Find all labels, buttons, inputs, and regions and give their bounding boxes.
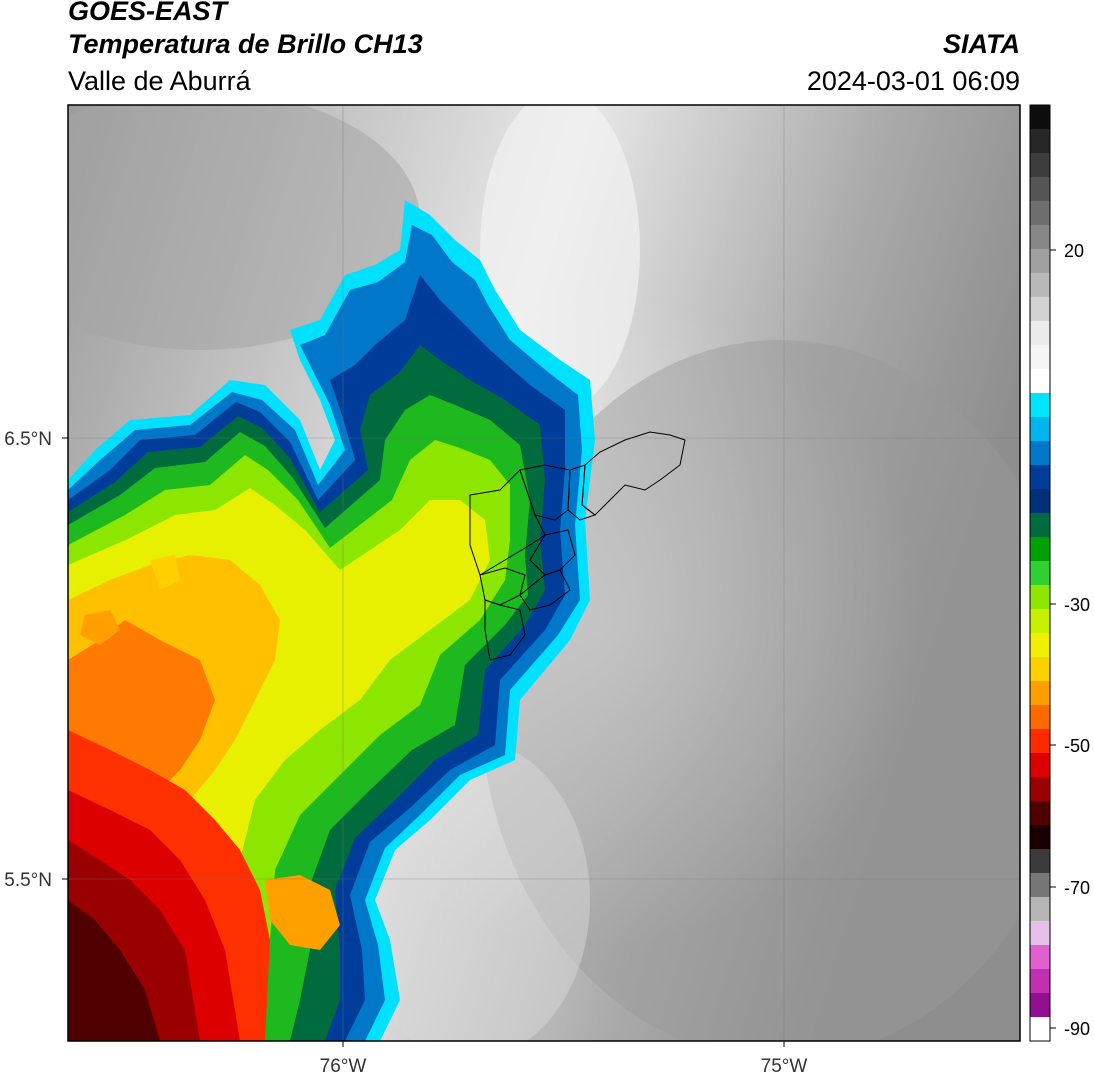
colorbar-tick-m90: -90 [1064,1019,1090,1039]
colorbar-segment [1030,849,1050,874]
colorbar-segment [1030,633,1050,658]
colorbar-tick-m50: -50 [1064,736,1090,756]
satellite-title: GOES-EAST [68,0,228,26]
colorbar-segment [1030,129,1050,154]
colorbar-segment [1030,513,1050,538]
colorbar-segment [1030,465,1050,490]
region-subtitle: Valle de Aburrá [68,66,251,96]
colorbar-segment [1030,729,1050,754]
colorbar-segment [1030,393,1050,418]
map-frame [67,104,1021,1042]
colorbar-segment [1030,657,1050,682]
map-plot-area [68,105,1020,1041]
lat-label-5-5: 5.5°N [4,870,52,891]
colorbar-segment [1030,897,1050,922]
lon-label-76: 76°W [320,1056,367,1077]
colorbar-segment [1030,585,1050,610]
axis-labels: 6.5°N 5.5°N 76°W 75°W [4,429,807,1077]
colorbar-segment [1030,225,1050,250]
cloud-top-contours [68,200,595,1041]
colorbar-segment [1030,609,1050,634]
colorbar-segment [1030,825,1050,850]
colorbar-segment [1030,921,1050,946]
lat-label-6-5: 6.5°N [4,429,52,450]
colorbar-segment [1030,321,1050,346]
colorbar-tick-m30: -30 [1064,595,1090,615]
colorbar-tick-m70: -70 [1064,878,1090,898]
colorbar-segment [1030,369,1050,394]
colorbar-segment [1030,993,1050,1018]
colorbar-segment [1030,705,1050,730]
colorbar-segment [1030,249,1050,274]
colorbar-segment [1030,537,1050,562]
colorbar-segment [1030,1017,1050,1042]
colorbar-segment [1030,489,1050,514]
municipality-boundaries [469,431,686,661]
colorbar-segment [1030,297,1050,322]
colorbar-segment [1030,681,1050,706]
colorbar-segment [1030,969,1050,994]
colorbar-segment [1030,873,1050,898]
colorbar-segment [1030,945,1050,970]
colorbar-segment [1030,153,1050,178]
colorbar-segment [1030,801,1050,826]
colorbar-segment [1030,441,1050,466]
colorbar-segment [1030,273,1050,298]
datetime-label: 2024-03-01 06:09 [806,66,1020,96]
colorbar-segment [1030,105,1050,130]
colorbar-segment [1030,753,1050,778]
colorbar-tick-20: 20 [1064,241,1084,261]
product-title: Temperatura de Brillo CH13 [68,29,423,59]
lon-label-75: 75°W [761,1056,808,1077]
grid-lines [68,105,1020,1041]
agency-label: SIATA [943,29,1020,59]
colorbar-segment [1030,417,1050,442]
colorbar-frame [1029,104,1051,1042]
colorbar-ticks: 20 -30 -50 -70 -90 [1050,241,1090,1039]
colorbar-segment [1030,177,1050,202]
colorbar-segment [1030,561,1050,586]
colorbar-segment [1030,345,1050,370]
colorbar [1029,104,1051,1042]
colorbar-segment [1030,201,1050,226]
colorbar-segment [1030,777,1050,802]
